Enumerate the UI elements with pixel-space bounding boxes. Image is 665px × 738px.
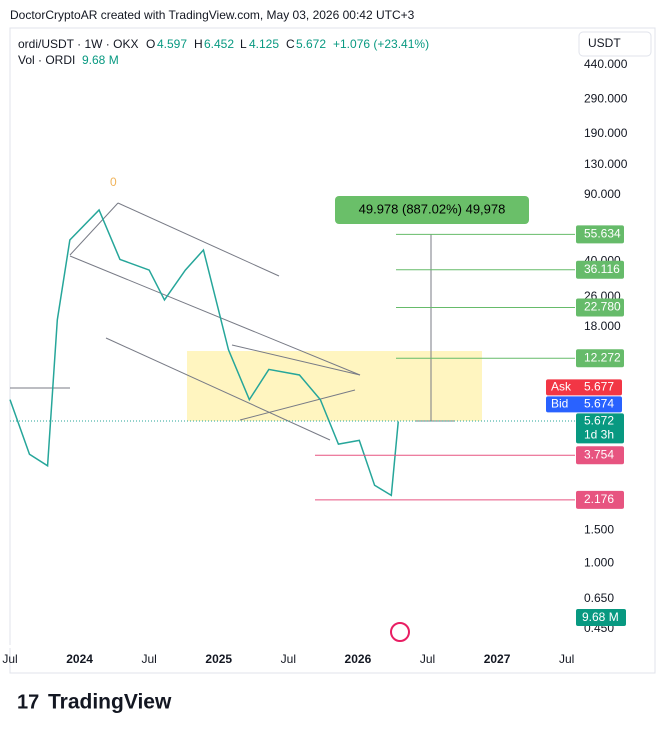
y-tick-label: 90.000 <box>584 187 621 201</box>
y-tick-label: 190.000 <box>584 126 628 140</box>
x-tick-label: Jul <box>281 652 296 666</box>
currency-button[interactable] <box>578 31 652 57</box>
x-tick-label: 2026 <box>345 652 372 666</box>
target-label: 36.116 <box>584 262 620 276</box>
chart-frame <box>9 27 656 674</box>
low-label: L <box>240 37 247 51</box>
y-tick-label: 290.000 <box>584 91 628 105</box>
trendlines <box>10 202 455 441</box>
ask-value: 5.677 <box>584 380 614 394</box>
y-tick-label: 18.000 <box>584 319 621 333</box>
x-tick-label: 2024 <box>66 652 93 666</box>
measure-box <box>335 196 529 224</box>
fib-label: 0 <box>110 175 117 189</box>
y-tick-label: 130.000 <box>584 157 628 171</box>
target-tag <box>576 298 624 317</box>
measure-text: 49.978 (887.02%) 49,978 <box>359 201 506 216</box>
high-label: H <box>194 37 203 51</box>
change: +1.076 (+23.41%) <box>333 37 429 51</box>
last-value: 5.672 <box>584 414 614 428</box>
volume-tag-label: 9.68 M <box>582 610 619 624</box>
x-tick-label: 2027 <box>484 652 511 666</box>
last-tag <box>576 413 624 444</box>
volume: 9.68 M <box>82 53 119 67</box>
logo-icon: 17 <box>17 691 39 713</box>
x-tick-label: Jul <box>420 652 435 666</box>
ask-tag <box>546 379 622 396</box>
high: 6.452 <box>204 37 234 51</box>
close-label: C <box>286 37 295 51</box>
y-tick-label: 0.650 <box>584 591 614 605</box>
lightning-icon[interactable] <box>390 622 410 642</box>
y-tick-label: 440.000 <box>584 57 628 71</box>
volume-tag <box>576 609 626 626</box>
bid-tag <box>546 396 622 413</box>
support-label: 2.176 <box>584 492 614 506</box>
x-tick-label: 2025 <box>205 652 232 666</box>
attribution: DoctorCryptoAR created with TradingView.… <box>10 8 415 22</box>
y-tick-label: 1.500 <box>584 523 614 537</box>
brand: TradingView <box>48 691 172 714</box>
open: 4.597 <box>157 37 187 51</box>
close: 5.672 <box>296 37 326 51</box>
low: 4.125 <box>249 37 279 51</box>
support-tag <box>576 490 624 509</box>
x-tick-label: Jul <box>141 652 156 666</box>
support-label: 3.754 <box>584 447 614 461</box>
target-label: 12.272 <box>584 350 621 364</box>
bid-label: Bid <box>551 397 568 411</box>
open-label: O <box>146 37 155 51</box>
x-tick-label: Jul <box>2 652 17 666</box>
y-tick-label: 1.000 <box>584 556 614 570</box>
target-label: 22.780 <box>584 300 621 314</box>
support-tag <box>576 446 624 465</box>
target-tag <box>576 349 624 368</box>
ask-label: Ask <box>551 380 572 394</box>
target-tag <box>576 260 624 279</box>
x-tick-label: Jul <box>559 652 574 666</box>
symbol: ordi/USDT · 1W · OKX <box>18 37 138 51</box>
range-box <box>187 351 482 421</box>
bid-value: 5.674 <box>584 397 614 411</box>
price-line <box>9 208 400 497</box>
target-tag <box>576 225 624 244</box>
target-label: 55.634 <box>584 227 621 241</box>
last-countdown: 1d 3h <box>584 428 614 442</box>
currency-label[interactable]: USDT <box>588 36 621 50</box>
volume-label: Vol · ORDI <box>18 53 75 67</box>
